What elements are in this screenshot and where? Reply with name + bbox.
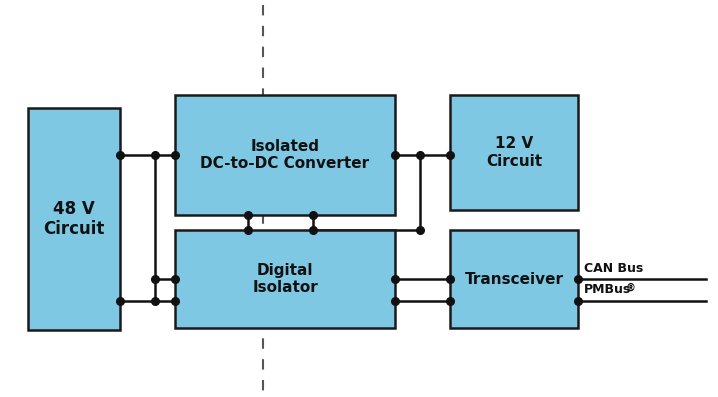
Text: PMBus: PMBus [584, 283, 631, 296]
Text: Digital
Isolator: Digital Isolator [252, 263, 318, 295]
Text: 48 V
Circuit: 48 V Circuit [43, 200, 105, 239]
Bar [28, 108, 120, 330]
Text: ®: ® [626, 283, 636, 293]
Text: Transceiver: Transceiver [465, 272, 564, 287]
Text: CAN Bus: CAN Bus [584, 262, 643, 274]
Bar [175, 230, 395, 328]
Text: Isolated
DC-to-DC Converter: Isolated DC-to-DC Converter [200, 139, 370, 171]
Text: 12 V
Circuit: 12 V Circuit [486, 136, 542, 169]
Bar [175, 95, 395, 215]
Bar [450, 95, 578, 210]
Bar [450, 230, 578, 328]
